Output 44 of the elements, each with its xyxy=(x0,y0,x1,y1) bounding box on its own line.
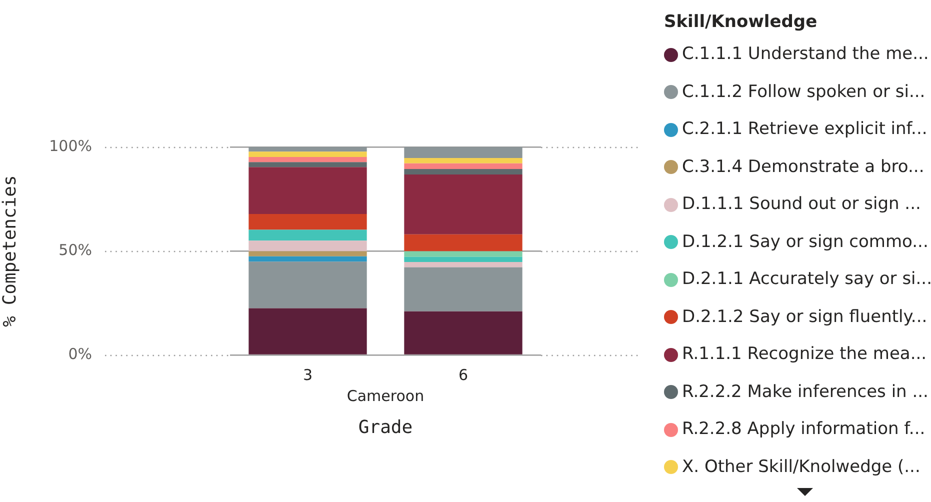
bar xyxy=(248,256,367,262)
y-tick-label: 100% xyxy=(49,136,92,155)
legend-label: C.2.1.1 Retrieve explicit inf... xyxy=(682,118,928,141)
bar xyxy=(248,152,367,157)
bar xyxy=(248,162,367,168)
legend-label: R.2.2.2 Make inferences in ... xyxy=(682,380,928,404)
bar xyxy=(248,147,367,152)
x-tick-label: 6 xyxy=(458,366,468,384)
legend-label: R.2.2.8 Apply information f... xyxy=(682,418,926,441)
bar xyxy=(404,256,522,262)
legend-label: X. Other Skill/Knolwedge (... xyxy=(682,456,920,478)
bar xyxy=(248,167,367,214)
legend-label: C.3.1.4 Demonstrate a bro... xyxy=(682,156,924,178)
legend-label: C.1.1.1 Understand the me... xyxy=(682,43,929,66)
legend-label: R.1.1.1 Recognize the mea... xyxy=(682,343,927,366)
bar xyxy=(248,214,367,230)
legend-label: C.1.1.2 Follow spoken or si... xyxy=(682,80,926,104)
x-axis-title: Grade xyxy=(358,416,413,438)
x-tick-label: 3 xyxy=(302,366,313,384)
bar xyxy=(404,234,522,252)
y-axis-title: % Competencies xyxy=(0,175,20,327)
bar xyxy=(248,262,367,308)
legend-title: Skill/Knowledge xyxy=(664,11,818,34)
text: Cameroon xyxy=(346,386,424,405)
legend-label: D.2.1.2 Say or sign fluently... xyxy=(682,306,928,328)
bar xyxy=(404,311,522,354)
bar xyxy=(404,163,522,170)
bar xyxy=(248,156,367,162)
legend-label: D.1.1.1 Sound out or sign ... xyxy=(682,193,921,216)
legend-label: D.1.2.1 Say or sign commo... xyxy=(682,230,928,254)
y-tick-label: 50% xyxy=(58,240,92,259)
bar xyxy=(248,308,367,354)
bar xyxy=(248,230,367,241)
bar xyxy=(248,240,367,252)
legend-label: D.2.1.1 Accurately say or si... xyxy=(682,268,931,291)
bar xyxy=(404,251,522,257)
bar xyxy=(404,267,522,312)
y-tick-label: 0% xyxy=(68,344,92,363)
bar xyxy=(404,158,522,164)
bar xyxy=(404,174,522,234)
bar xyxy=(248,251,367,256)
bar xyxy=(404,262,522,268)
bar xyxy=(404,147,522,158)
bar xyxy=(404,169,522,174)
